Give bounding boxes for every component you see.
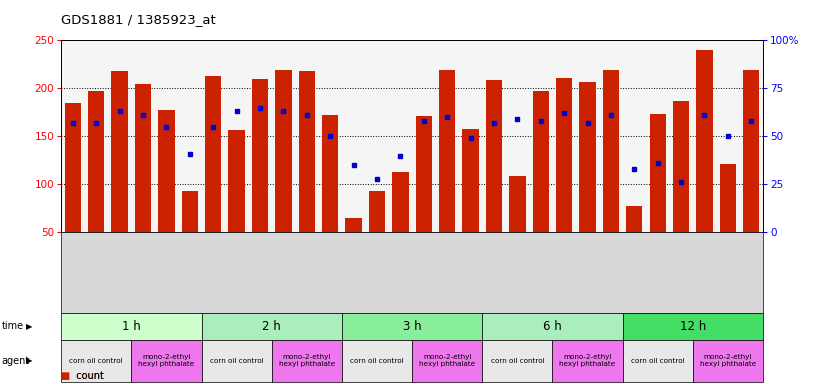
Text: ▶: ▶ — [26, 322, 33, 331]
Text: 12 h: 12 h — [680, 320, 706, 333]
Bar — [369, 191, 385, 232]
Text: 6 h: 6 h — [543, 320, 561, 333]
Bar — [556, 78, 572, 232]
Bar — [392, 172, 409, 232]
Text: mono-2-ethyl
hexyl phthalate: mono-2-ethyl hexyl phthalate — [560, 354, 615, 367]
Bar — [345, 218, 361, 232]
Text: corn oil control: corn oil control — [350, 358, 404, 364]
Text: corn oil control: corn oil control — [631, 358, 685, 364]
Text: mono-2-ethyl
hexyl phthalate: mono-2-ethyl hexyl phthalate — [419, 354, 475, 367]
Bar — [112, 71, 128, 232]
Bar — [88, 91, 104, 232]
Bar — [64, 103, 81, 232]
Text: mono-2-ethyl
hexyl phthalate: mono-2-ethyl hexyl phthalate — [700, 354, 756, 367]
Bar — [650, 114, 666, 232]
Bar — [252, 79, 268, 232]
Bar — [415, 116, 432, 232]
Bar — [135, 84, 151, 232]
Bar — [509, 176, 526, 232]
Bar — [696, 50, 712, 232]
Text: 2 h: 2 h — [263, 320, 281, 333]
Bar — [743, 70, 760, 232]
Bar — [205, 76, 221, 232]
Bar — [299, 71, 315, 232]
Text: 3 h: 3 h — [403, 320, 421, 333]
Bar — [322, 115, 339, 232]
Bar — [579, 82, 596, 232]
Text: ■  count: ■ count — [61, 371, 104, 381]
Bar — [158, 111, 175, 232]
Bar — [533, 91, 549, 232]
Bar — [673, 101, 690, 232]
Bar — [720, 164, 736, 232]
Text: 1 h: 1 h — [122, 320, 140, 333]
Text: count: count — [73, 371, 104, 381]
Bar — [603, 70, 619, 232]
Text: corn oil control: corn oil control — [69, 358, 123, 364]
Bar — [275, 70, 291, 232]
Text: corn oil control: corn oil control — [210, 358, 264, 364]
Text: mono-2-ethyl
hexyl phthalate: mono-2-ethyl hexyl phthalate — [139, 354, 194, 367]
Text: mono-2-ethyl
hexyl phthalate: mono-2-ethyl hexyl phthalate — [279, 354, 335, 367]
Text: agent: agent — [2, 356, 30, 366]
Text: ▶: ▶ — [26, 356, 33, 366]
Text: GDS1881 / 1385923_at: GDS1881 / 1385923_at — [61, 13, 216, 26]
Bar — [228, 130, 245, 232]
Bar — [439, 70, 455, 232]
Bar — [463, 129, 479, 232]
Bar — [486, 80, 502, 232]
Bar — [626, 207, 642, 232]
Bar — [182, 191, 198, 232]
Text: corn oil control: corn oil control — [490, 358, 544, 364]
Text: time: time — [2, 321, 24, 331]
